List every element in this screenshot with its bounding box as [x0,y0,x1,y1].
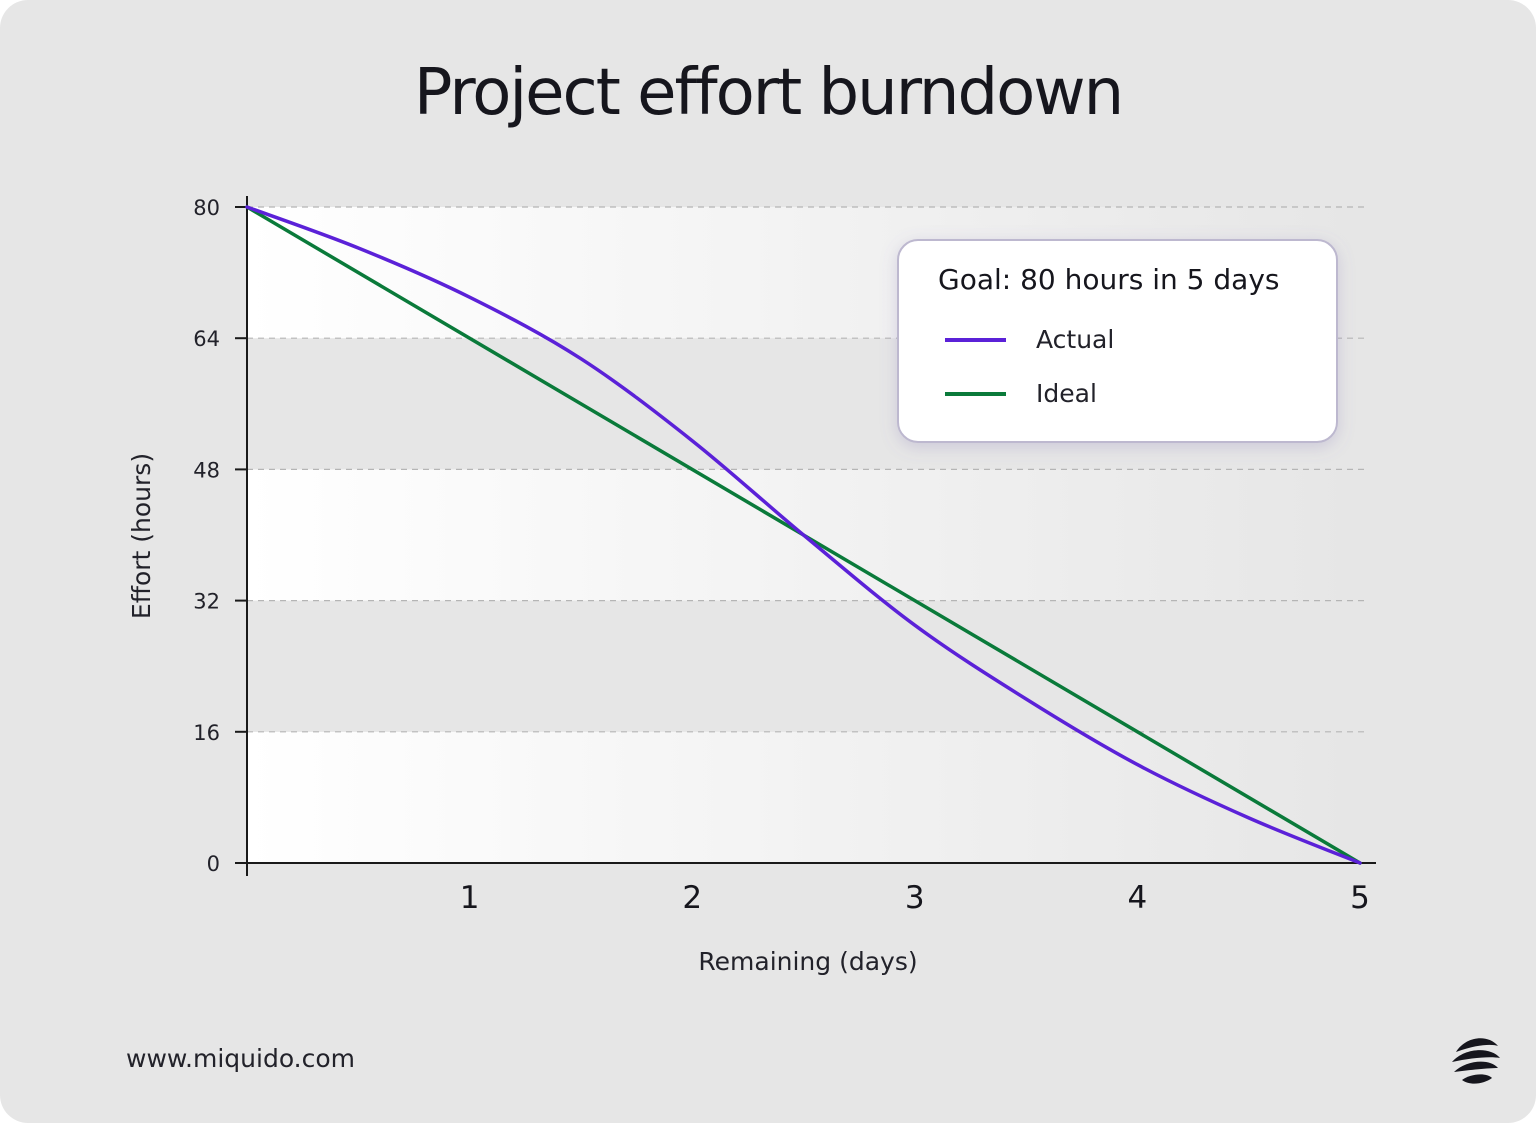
legend-box [897,239,1338,443]
y-axis-ticks: 0 16 32 48 64 80 [193,196,247,876]
y-tick-label: 64 [193,327,220,351]
x-tick-label: 3 [905,880,925,916]
miquido-logo-icon [1452,1038,1500,1084]
legend-title: Goal: 80 hours in 5 days [938,263,1279,296]
chart-band [247,731,1360,863]
y-tick-label: 16 [193,721,220,745]
x-tick-label: 5 [1350,880,1370,916]
series-lines [245,205,1362,865]
x-tick-label: 4 [1128,880,1148,916]
footer-url[interactable]: www.miquido.com [126,1044,356,1073]
x-axis-ticks: 1 2 3 4 5 [460,880,1370,916]
x-axis-label: Remaining (days) [698,947,917,976]
series-line-actual [245,205,1362,865]
chart-title: Project effort burndown [413,56,1124,130]
y-tick-label: 0 [207,852,220,876]
x-tick-label: 2 [682,880,702,916]
y-axis-label: Effort (hours) [127,453,156,619]
chart-band [247,600,1360,732]
y-tick-label: 80 [193,196,220,220]
y-tick-label: 32 [193,590,220,614]
x-tick-label: 1 [460,880,480,916]
axes [246,196,1376,876]
legend-label-ideal: Ideal [1036,379,1097,408]
y-tick-label: 48 [193,458,220,482]
legend: Goal: 80 hours in 5 days Actual Ideal [897,239,1338,443]
legend-label-actual: Actual [1036,325,1114,354]
